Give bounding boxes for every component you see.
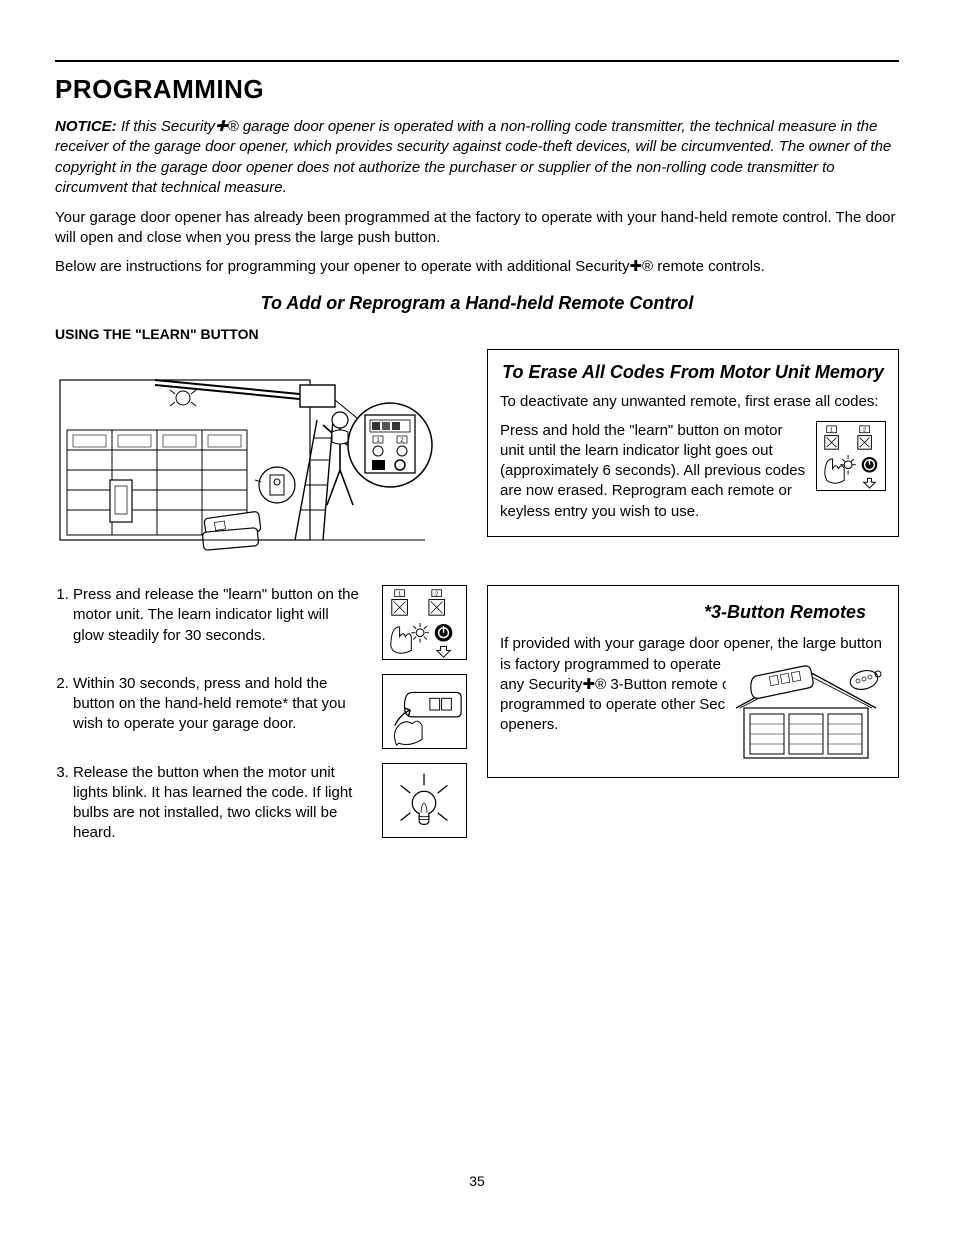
erase-p2: Press and hold the "learn" button on mot… — [500, 421, 806, 522]
step-3-figure — [382, 763, 467, 838]
erase-panel-figure: 1 2 — [816, 421, 886, 491]
step-2-text: Within 30 seconds, press and hold the bu… — [73, 674, 368, 735]
erase-codes-box: To Erase All Codes From Motor Unit Memor… — [487, 349, 899, 537]
using-learn-label: USING THE "LEARN" BUTTON — [55, 325, 467, 344]
svg-text:1: 1 — [398, 592, 401, 598]
erase-title: To Erase All Codes From Motor Unit Memor… — [500, 360, 886, 384]
intro-paragraph-1: Your garage door opener has already been… — [55, 208, 899, 249]
step-2-figure — [382, 674, 467, 749]
notice-body: If this Security✚® garage door opener is… — [55, 118, 891, 196]
erase-p1: To deactivate any unwanted remote, first… — [500, 392, 886, 412]
svg-text:2: 2 — [863, 427, 866, 433]
content-row-bottom: Press and release the "learn" button on … — [55, 585, 899, 872]
step-2-row: Within 30 seconds, press and hold the bu… — [55, 674, 467, 753]
three-button-column: *3-Button Remotes If provided with your … — [487, 585, 899, 872]
subhead-add-reprogram: To Add or Reprogram a Hand-held Remote C… — [55, 291, 899, 315]
garage-illustration: 1 2 — [55, 350, 435, 555]
content-row-top: USING THE "LEARN" BUTTON — [55, 325, 899, 555]
three-button-title: *3-Button Remotes — [500, 600, 866, 624]
left-column: USING THE "LEARN" BUTTON — [55, 325, 467, 555]
step-1-text: Press and release the "learn" button on … — [73, 585, 368, 646]
intro-paragraph-2: Below are instructions for programming y… — [55, 257, 899, 277]
erase-row: Press and hold the "learn" button on mot… — [500, 421, 886, 522]
step-3-row: Release the button when the motor unit l… — [55, 763, 467, 862]
notice-paragraph: NOTICE: If this Security✚® garage door o… — [55, 117, 899, 198]
right-column-top: To Erase All Codes From Motor Unit Memor… — [487, 325, 899, 555]
heading-programming: PROGRAMMING — [55, 72, 899, 107]
step-3-text: Release the button when the motor unit l… — [73, 763, 368, 844]
svg-text:1: 1 — [830, 427, 833, 433]
step-1-row: Press and release the "learn" button on … — [55, 585, 467, 664]
steps-column: Press and release the "learn" button on … — [55, 585, 467, 872]
three-button-box: *3-Button Remotes If provided with your … — [487, 585, 899, 778]
step-1-figure: 1 2 — [382, 585, 467, 660]
three-button-house-figure — [726, 658, 886, 763]
page-number: 35 — [55, 1172, 899, 1191]
notice-label: NOTICE: — [55, 118, 117, 135]
svg-text:2: 2 — [435, 592, 438, 598]
top-rule — [55, 60, 899, 62]
